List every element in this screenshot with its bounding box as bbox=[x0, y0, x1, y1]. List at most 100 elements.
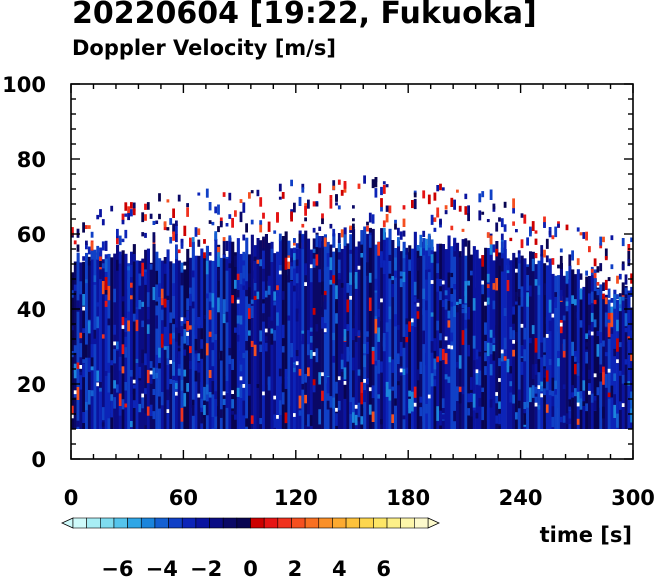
velocity-cell bbox=[135, 260, 139, 429]
velocity-cell bbox=[132, 254, 136, 262]
velocity-cell bbox=[332, 275, 336, 284]
velocity-cell bbox=[256, 414, 260, 429]
velocity-cell bbox=[447, 272, 451, 288]
velocity-cell bbox=[222, 398, 226, 405]
velocity-cell bbox=[349, 402, 352, 415]
velocity-cell bbox=[278, 183, 282, 192]
velocity-cell bbox=[90, 344, 94, 359]
velocity-cell bbox=[121, 296, 125, 302]
velocity-cell bbox=[408, 390, 411, 397]
colorbar-swatch bbox=[181, 517, 197, 529]
velocity-cell bbox=[90, 390, 94, 397]
velocity-cell bbox=[478, 193, 482, 203]
velocity-cell bbox=[290, 266, 293, 280]
velocity-cell bbox=[413, 231, 417, 429]
colorbar-extend-low bbox=[61, 517, 74, 529]
velocity-cell bbox=[278, 270, 282, 275]
velocity-cell bbox=[495, 325, 499, 336]
velocity-cell bbox=[486, 284, 490, 289]
velocity-cell bbox=[613, 404, 617, 418]
velocity-cell bbox=[242, 251, 246, 261]
velocity-cell bbox=[534, 279, 538, 286]
velocity-cell bbox=[321, 306, 324, 315]
velocity-cell bbox=[484, 341, 487, 351]
velocity-cell bbox=[588, 276, 592, 429]
velocity-cell bbox=[529, 377, 532, 387]
velocity-cell bbox=[149, 370, 153, 375]
velocity-cell bbox=[194, 324, 198, 336]
velocity-cell bbox=[96, 214, 100, 220]
velocity-cell bbox=[478, 287, 482, 295]
velocity-cell bbox=[394, 257, 397, 271]
x-tick-label: 300 bbox=[611, 486, 655, 510]
velocity-cell bbox=[352, 205, 355, 209]
velocity-cell bbox=[340, 376, 344, 387]
velocity-cell bbox=[526, 401, 529, 408]
velocity-cell bbox=[214, 231, 218, 240]
velocity-cell bbox=[576, 402, 580, 407]
velocity-cell bbox=[582, 368, 586, 382]
velocity-cell bbox=[270, 248, 274, 262]
velocity-cell bbox=[90, 231, 94, 238]
velocity-cell bbox=[512, 314, 515, 324]
velocity-cell bbox=[630, 237, 633, 243]
velocity-cell bbox=[576, 269, 580, 429]
velocity-cell bbox=[259, 344, 263, 352]
velocity-cell bbox=[526, 266, 529, 275]
velocity-cell bbox=[172, 263, 176, 429]
velocity-cell bbox=[478, 351, 482, 357]
velocity-cell bbox=[304, 264, 307, 272]
velocity-cell bbox=[562, 339, 566, 351]
velocity-cell bbox=[397, 353, 400, 362]
velocity-cell bbox=[413, 192, 417, 198]
velocity-cell bbox=[613, 294, 617, 309]
velocity-cell bbox=[433, 192, 437, 201]
velocity-cell bbox=[551, 258, 555, 265]
velocity-cell bbox=[397, 237, 400, 247]
velocity-cell bbox=[335, 285, 338, 300]
velocity-cell bbox=[186, 298, 189, 311]
axis-ticks bbox=[70, 83, 634, 460]
velocity-cell bbox=[515, 257, 519, 429]
velocity-cell bbox=[596, 266, 600, 273]
velocity-cell bbox=[141, 393, 145, 398]
velocity-cell bbox=[371, 228, 375, 429]
velocity-cell bbox=[228, 192, 232, 201]
velocity-cell bbox=[312, 308, 316, 315]
velocity-cell bbox=[472, 393, 476, 408]
velocity-cell bbox=[354, 315, 358, 327]
velocity-cell bbox=[312, 238, 316, 429]
velocity-cell bbox=[453, 410, 456, 422]
velocity-cell bbox=[315, 234, 319, 247]
velocity-cell bbox=[534, 338, 538, 353]
velocity-cell bbox=[141, 349, 145, 364]
velocity-cell bbox=[132, 202, 136, 209]
velocity-cell bbox=[113, 397, 116, 409]
velocity-cell bbox=[301, 187, 305, 193]
velocity-cell bbox=[618, 342, 622, 348]
velocity-cell bbox=[326, 253, 330, 267]
velocity-cell bbox=[366, 331, 369, 337]
velocity-cell bbox=[239, 199, 243, 203]
velocity-cell bbox=[293, 285, 296, 292]
velocity-cell bbox=[456, 242, 460, 429]
velocity-cell bbox=[130, 251, 134, 429]
velocity-cell bbox=[585, 270, 588, 276]
velocity-cell bbox=[284, 368, 288, 379]
velocity-cell bbox=[329, 279, 333, 285]
velocity-cell bbox=[408, 259, 411, 271]
velocity-cell bbox=[551, 313, 555, 318]
velocity-cell bbox=[259, 223, 263, 233]
velocity-cell bbox=[374, 360, 378, 366]
velocity-cell bbox=[284, 231, 288, 429]
velocity-cell bbox=[486, 409, 490, 421]
velocity-cell bbox=[523, 413, 527, 425]
velocity-cell bbox=[149, 262, 153, 429]
velocity-cell bbox=[368, 404, 372, 415]
velocity-cell bbox=[124, 213, 128, 217]
velocity-cell bbox=[138, 300, 142, 310]
colorbar-swatch bbox=[86, 517, 101, 529]
velocity-cell bbox=[517, 252, 521, 264]
velocity-cell bbox=[394, 248, 398, 429]
velocity-cell bbox=[82, 328, 85, 333]
